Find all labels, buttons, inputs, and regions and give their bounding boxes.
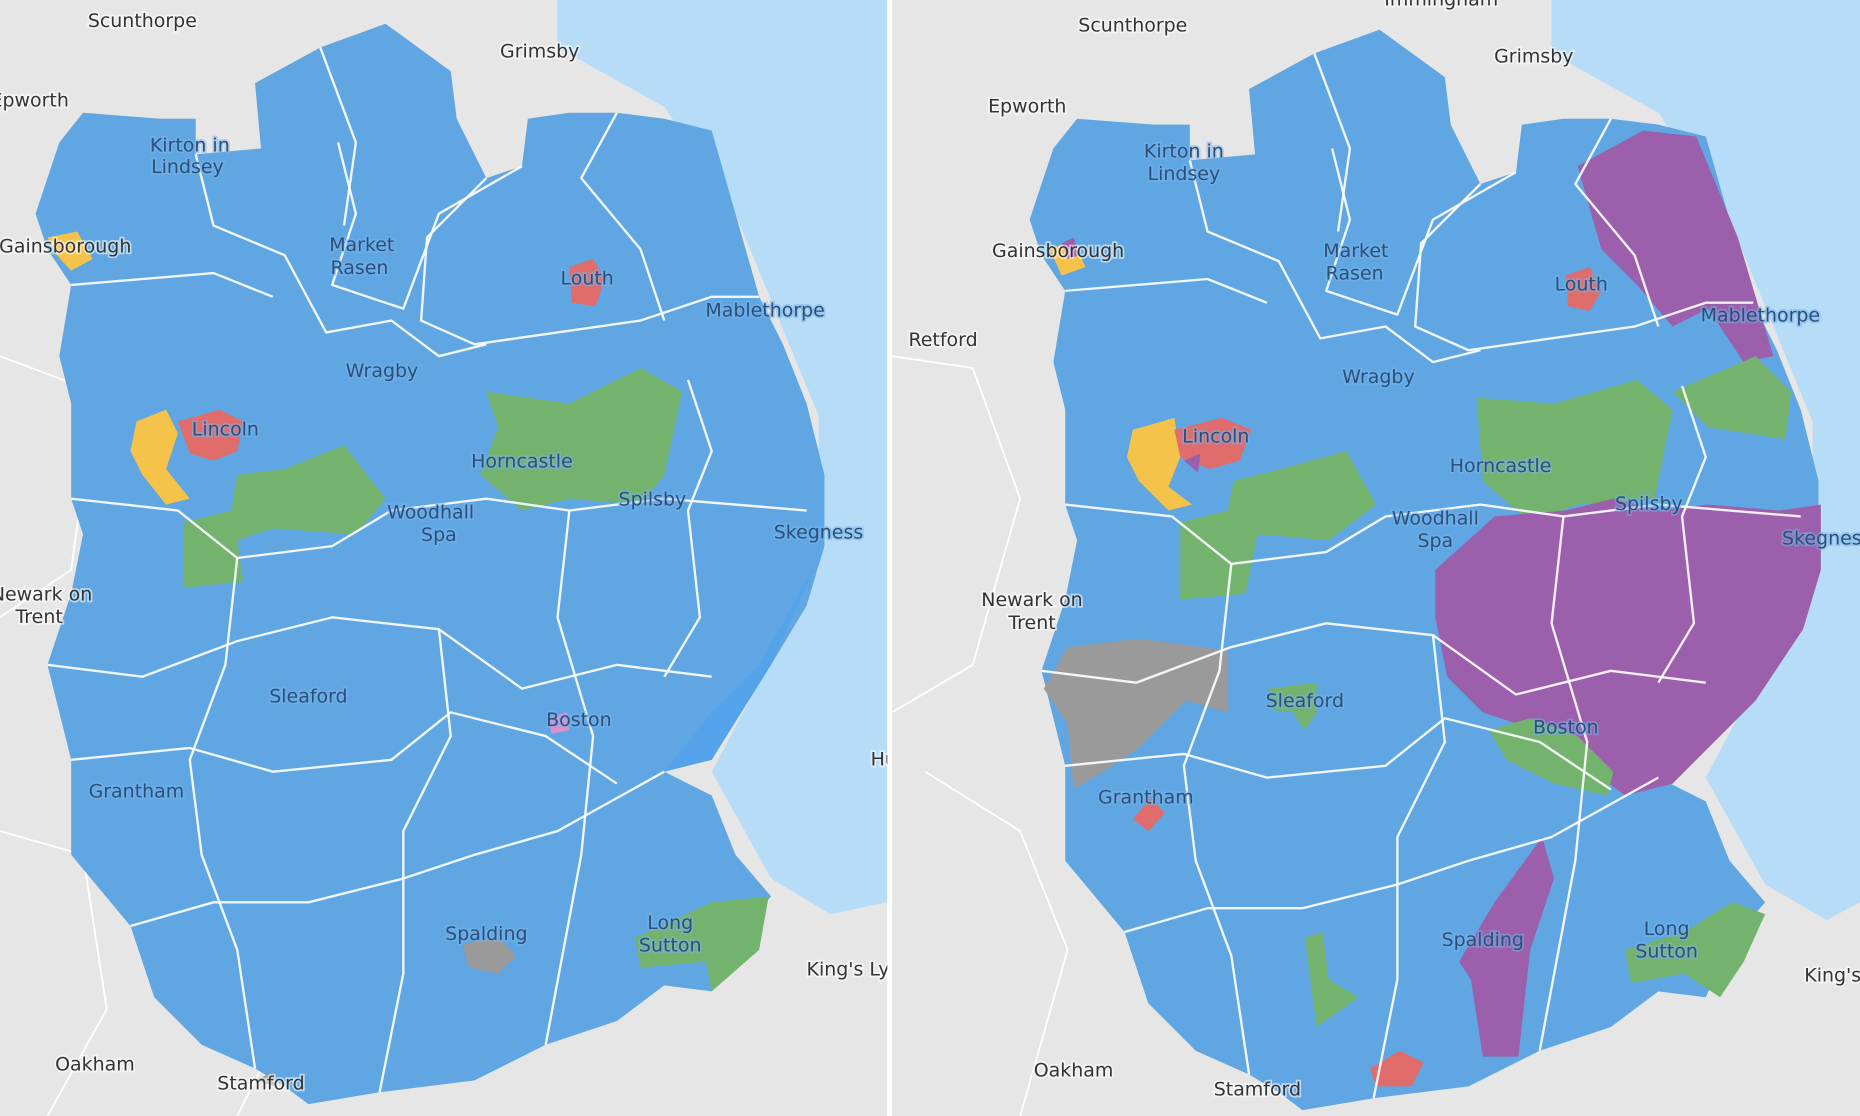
panel-labels: Immingham Scunthorpe Grimsby Epworth Kirton … — [907, 0, 1860, 1102]
place-label: Gainsborough — [992, 240, 1124, 262]
place-label: Sleaford — [269, 685, 347, 707]
right-map — [892, 0, 1860, 1116]
place-label: Kirton in — [150, 135, 230, 157]
place-label: Newark on — [0, 583, 92, 605]
place-label: Stamford — [1214, 1078, 1301, 1100]
place-label: Grimsby — [1494, 45, 1573, 67]
place-label: Scunthorpe — [1078, 15, 1187, 37]
place-label: Wragby — [1342, 366, 1415, 388]
place-label: Lindsey — [1148, 163, 1221, 185]
place-label: Newark on — [981, 589, 1082, 611]
place-label: Spalding — [1442, 929, 1524, 951]
place-label: Wragby — [346, 360, 419, 382]
place-label: Hu — [871, 748, 897, 770]
place-label: Long — [1644, 918, 1690, 940]
panel-labels: Scunthorpe Grimsby Epworth Kirton inLindsey… — [0, 8, 914, 1096]
place-label: Immingham — [1384, 0, 1498, 11]
place-label: Grimsby — [500, 41, 579, 63]
place-label: Horncastle — [471, 450, 573, 472]
place-label: Spa — [421, 524, 457, 546]
place-label: Gainsborough — [0, 235, 131, 257]
place-label: Grantham — [1098, 786, 1194, 808]
place-label: Boston — [1533, 716, 1599, 738]
place-label: Sutton — [639, 935, 702, 957]
place-label: Boston — [546, 709, 612, 731]
place-label: Sutton — [1635, 941, 1698, 963]
place-label: Rasen — [1326, 263, 1384, 285]
place-label: Epworth — [0, 89, 69, 111]
place-label: Mablethorpe — [705, 300, 824, 322]
left-map — [0, 0, 888, 1116]
place-label: King's Lynn — [807, 958, 914, 980]
place-label: Stamford — [217, 1072, 304, 1094]
place-label: Lindsey — [151, 156, 224, 178]
place-label: Trent — [1007, 612, 1055, 634]
place-label: Long — [647, 912, 693, 934]
place-label: Oakham — [1034, 1059, 1114, 1081]
place-label: Trent — [14, 606, 62, 628]
place-label: Skegness — [1782, 527, 1860, 549]
place-label: Market — [1323, 240, 1388, 262]
place-label: Skegness — [774, 522, 863, 544]
place-label: Spilsby — [619, 488, 687, 510]
place-label: Spalding — [445, 923, 527, 945]
place-label: Epworth — [988, 95, 1066, 117]
place-label: King's — [1804, 964, 1860, 986]
place-label: Mablethorpe — [1701, 304, 1820, 326]
place-label: Woodhall — [1392, 507, 1479, 529]
place-label: Rasen — [330, 257, 388, 279]
place-label: Woodhall — [387, 501, 474, 523]
place-label: Louth — [561, 267, 614, 289]
place-label: Spa — [1417, 530, 1453, 552]
place-label: Spilsby — [1615, 493, 1683, 515]
place-label: Retford — [908, 329, 977, 351]
place-label: Grantham — [89, 780, 185, 802]
place-label: Market — [329, 234, 394, 256]
place-label: Kirton in — [1144, 140, 1224, 162]
place-label: Sleaford — [1266, 690, 1344, 712]
place-label: Lincoln — [1182, 425, 1249, 447]
place-label: Scunthorpe — [88, 10, 197, 32]
place-label: Louth — [1555, 273, 1608, 295]
place-label: Horncastle — [1450, 455, 1552, 477]
place-label: Lincoln — [192, 418, 259, 440]
place-label: Oakham — [55, 1053, 135, 1075]
